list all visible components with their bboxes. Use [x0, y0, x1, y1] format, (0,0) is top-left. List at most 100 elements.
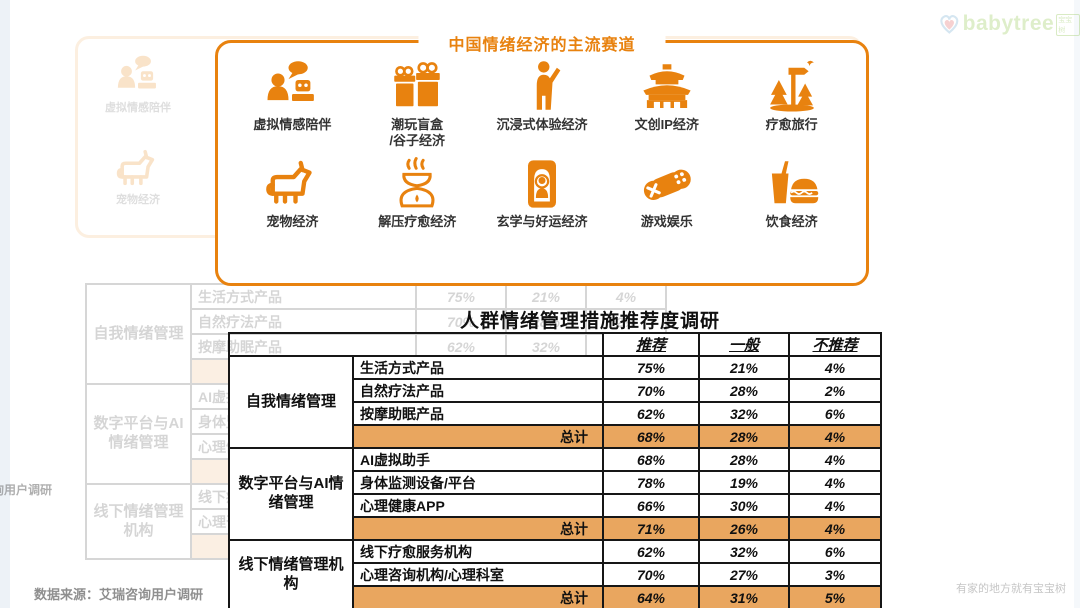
- left-edge-strip: [0, 0, 10, 608]
- table-row: 线下情绪管理机构 线下疗愈服务机构 62% 32% 6%: [228, 539, 882, 608]
- value-cell: 28%: [698, 424, 790, 449]
- value-cell: 66%: [602, 493, 700, 518]
- babytree-logo: babytree 宝宝树: [938, 12, 1080, 36]
- value-cell: 19%: [698, 470, 790, 495]
- track-label: 游戏娱乐: [640, 213, 693, 229]
- track-label: 潮玩盲盒 /谷子经济: [389, 117, 445, 149]
- mysticism-luck-icon: [527, 159, 556, 208]
- value-cell: 62%: [602, 539, 700, 564]
- row-label: 线下疗愈服务机构: [352, 539, 604, 564]
- value-cell: 27%: [698, 562, 790, 587]
- header-empty-cell: [228, 332, 604, 357]
- virtual-companion-icon: [267, 61, 315, 101]
- ghost-track-item: 宠物经济: [90, 146, 186, 208]
- value-cell: 78%: [602, 470, 700, 495]
- total-row: 总计 64% 31% 5%: [229, 585, 882, 608]
- food-drink-icon: [771, 160, 818, 203]
- track-item: 玄学与好运经济: [480, 156, 605, 230]
- value-cell: 4%: [788, 447, 882, 472]
- ghost-source-note: 数据来源：艾瑞咨询用户调研: [0, 483, 53, 497]
- total-row: 总计 71% 26% 4%: [229, 516, 882, 541]
- total-label: 总计: [352, 585, 604, 608]
- track-label: 沉浸式体验经济: [496, 117, 588, 132]
- col-header-not-recommend: 不推荐: [788, 332, 882, 357]
- group-label: 数字平台与AI情绪管理: [228, 447, 354, 541]
- tracks-panel: 中国情绪经济的主流赛道 虚拟情感陪伴: [215, 31, 869, 286]
- ghost-value-cell: 75%: [415, 283, 507, 310]
- track-item: 游戏娱乐: [604, 156, 729, 230]
- cultural-ip-icon: [643, 64, 691, 108]
- virtual-companion-icon: [117, 55, 156, 89]
- value-cell: 5%: [788, 585, 882, 608]
- table-header-row: 推荐 一般 不推荐: [228, 332, 882, 357]
- table-row: 自然疗法产品 70% 28% 2%: [229, 378, 882, 403]
- brand-tagline: 有家的地方就有宝宝树: [956, 583, 1066, 595]
- value-cell: 21%: [698, 355, 790, 380]
- row-label: 按摩助眠产品: [352, 401, 604, 426]
- track-item: 疗愈旅行: [729, 59, 854, 150]
- value-cell: 4%: [788, 355, 882, 380]
- track-label: 宠物经济: [266, 213, 319, 229]
- value-cell: 26%: [698, 516, 790, 541]
- value-cell: 30%: [698, 493, 790, 518]
- babytree-logo-mark: [940, 15, 959, 34]
- source-note: 数据来源：艾瑞咨询用户调研: [34, 587, 204, 602]
- value-cell: 4%: [788, 516, 882, 541]
- col-header-neutral: 一般: [698, 332, 790, 357]
- value-cell: 28%: [698, 447, 790, 472]
- value-cell: 4%: [788, 424, 882, 449]
- row-label: 自然疗法产品: [352, 378, 604, 403]
- ghost-row-label: 自然疗法产品: [190, 308, 417, 335]
- table-row: 心理健康APP 66% 30% 4%: [229, 493, 882, 518]
- healing-travel-icon: [769, 60, 814, 112]
- immersive-experience-icon: [536, 61, 561, 110]
- row-label: 心理健康APP: [352, 493, 604, 518]
- track-label: 玄学与好运经济: [496, 213, 588, 229]
- track-item: 饮食经济: [729, 156, 854, 230]
- ghost-value-cell: 70%: [415, 308, 507, 335]
- value-cell: 32%: [698, 539, 790, 564]
- ghost-group-label: 线下情绪管理机构: [85, 483, 192, 560]
- ghost-group-label: 自我情绪管理: [85, 283, 192, 385]
- value-cell: 28%: [698, 378, 790, 403]
- value-cell: 4%: [788, 493, 882, 518]
- babytree-logo-badge: 宝宝树: [1056, 14, 1080, 36]
- track-item: 解压疗愈经济: [355, 156, 480, 230]
- table-row: 身体监测设备/平台 78% 19% 4%: [229, 470, 882, 495]
- row-label: 身体监测设备/平台: [352, 470, 604, 495]
- survey-table-title: 人群情绪管理措施推荐度调研: [459, 311, 720, 332]
- value-cell: 3%: [788, 562, 882, 587]
- pet-economy-icon: [266, 160, 313, 204]
- track-item: 文创IP经济: [604, 59, 729, 150]
- value-cell: 31%: [698, 585, 790, 608]
- track-label: 虚拟情感陪伴: [253, 117, 332, 132]
- game-entertainment-icon: [643, 169, 691, 200]
- tracks-grid: 虚拟情感陪伴 潮玩盲盒 /谷子经济: [218, 43, 866, 234]
- tracks-panel-title: 中国情绪经济的主流赛道: [418, 31, 666, 55]
- value-cell: 6%: [788, 539, 882, 564]
- group-label: 自我情绪管理: [228, 355, 354, 449]
- value-cell: 62%: [602, 401, 700, 426]
- ghost-value-cell: 4%: [585, 283, 667, 310]
- table-row: 自我情绪管理 生活方式产品 75% 21% 4%: [228, 355, 882, 449]
- track-label: 解压疗愈经济: [378, 213, 457, 229]
- right-edge-strip: [1074, 0, 1080, 608]
- value-cell: 71%: [602, 516, 700, 541]
- track-item: 宠物经济: [230, 156, 355, 230]
- value-cell: 2%: [788, 378, 882, 403]
- value-cell: 32%: [698, 401, 790, 426]
- value-cell: 6%: [788, 401, 882, 426]
- value-cell: 4%: [788, 470, 882, 495]
- ghost-table-row: 自然疗法产品 70% 28% 2%: [86, 308, 667, 335]
- table-row: 心理咨询机构/心理科室 70% 27% 3%: [229, 562, 882, 587]
- total-label: 总计: [352, 424, 604, 449]
- ghost-group-label: 数字平台与AI情绪管理: [85, 383, 192, 485]
- row-label: AI虚拟助手: [352, 447, 604, 472]
- pet-economy-icon: [116, 149, 155, 186]
- track-item: 潮玩盲盒 /谷子经济: [355, 59, 480, 150]
- total-row: 总计 68% 28% 4%: [229, 424, 882, 449]
- babytree-logo-text: babytree: [962, 12, 1055, 35]
- row-label: 生活方式产品: [352, 355, 604, 380]
- track-label: 饮食经济: [765, 213, 818, 229]
